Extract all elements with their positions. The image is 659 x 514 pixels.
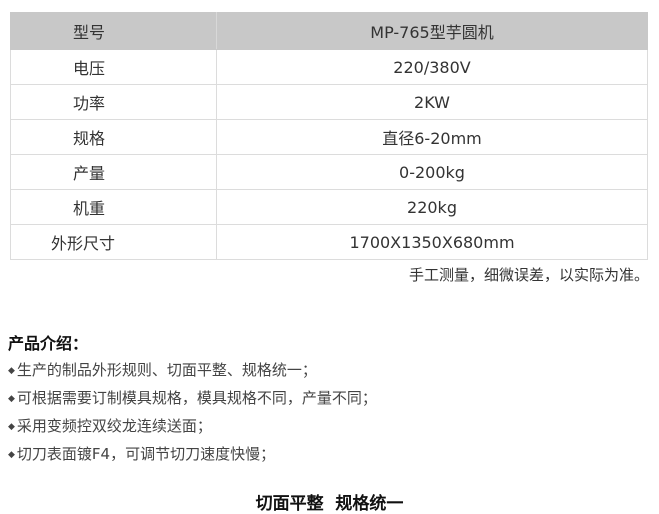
list-item: ◆ 生产的制品外形规则、切面平整、规格统一； [8,359,317,380]
list-item: ◆ 切刀表面镀F4，可调节切刀速度快慢； [8,443,275,464]
table-row: 规格 直径6-20mm [10,119,648,155]
list-item-text: 切刀表面镀F4，可调节切刀速度快慢； [16,445,276,463]
table-row: 外形尺寸 1700X1350X680mm [10,224,648,260]
diamond-bullet-icon: ◆ [8,366,15,376]
spec-key: 功率 [10,84,217,120]
spec-value: 1700X1350X680mm [216,224,648,260]
spec-key: 规格 [10,119,217,155]
list-item-text: 可根据需要订制模具规格，模具规格不同，产量不同； [16,389,377,407]
table-row: 电压 220/380V [10,49,648,85]
table-row: 机重 220kg [10,189,648,225]
spec-key: 外形尺寸 [10,224,217,260]
spec-value: 220kg [216,189,648,225]
table-row: 功率 2KW [10,84,648,120]
list-item-text: 生产的制品外形规则、切面平整、规格统一； [16,361,317,379]
spec-table: 型号 MP-765型芋圆机 电压 220/380V 功率 2KW 规格 直径6-… [10,12,648,260]
spec-key: 产量 [10,154,217,190]
section-heading: 切面平整 规格统一 [255,494,404,514]
spec-key: 机重 [10,189,217,225]
list-item-text: 采用变频控双绞龙连续送面； [16,417,212,435]
diamond-bullet-icon: ◆ [8,394,15,404]
spec-value: 2KW [216,84,648,120]
list-item: ◆ 采用变频控双绞龙连续送面； [8,415,212,436]
diamond-bullet-icon: ◆ [8,450,15,460]
spec-key: 型号 [10,12,217,50]
spec-value: 0-200kg [216,154,648,190]
measurement-note: 手工测量，细微误差，以实际为准。 [408,266,649,284]
spec-value: 220/380V [216,49,648,85]
list-item: ◆ 可根据需要订制模具规格，模具规格不同，产量不同； [8,387,377,408]
spec-table-header: 型号 MP-765型芋圆机 [10,12,648,50]
table-row: 产量 0-200kg [10,154,648,190]
diamond-bullet-icon: ◆ [8,422,15,432]
spec-value: 直径6-20mm [216,119,648,155]
spec-value: MP-765型芋圆机 [216,12,648,50]
spec-key: 电压 [10,49,217,85]
intro-heading: 产品介绍： [8,334,89,353]
